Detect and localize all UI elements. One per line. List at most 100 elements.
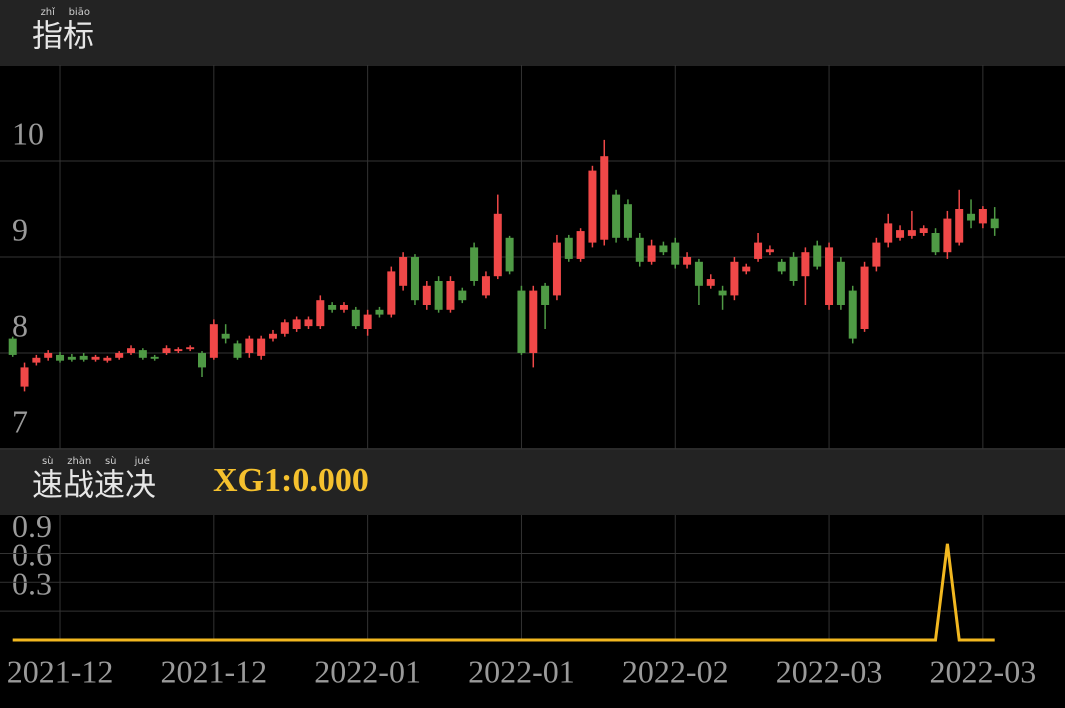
candle-body <box>978 209 987 224</box>
candle-body <box>458 290 467 301</box>
y-tick-label: 0.9 <box>12 508 52 544</box>
candle-body <box>789 257 798 281</box>
candle-body <box>174 349 183 352</box>
y-tick-label: 0.3 <box>12 565 52 601</box>
candle-body <box>777 261 786 272</box>
candle-body <box>316 300 325 327</box>
candle-body <box>375 309 384 315</box>
candle-body <box>20 367 29 387</box>
candle-body <box>351 309 360 327</box>
candle-body <box>860 266 869 329</box>
candle-body <box>955 209 964 243</box>
candle-body <box>801 252 810 277</box>
candle-body <box>422 285 431 305</box>
candle-body <box>56 354 65 361</box>
candle-body <box>612 194 621 238</box>
candle-body <box>931 233 940 253</box>
candle-body <box>718 290 727 296</box>
candle-body <box>221 333 230 339</box>
candle-body <box>79 355 88 360</box>
pinyin: sù <box>42 455 54 467</box>
x-tick-label: 2022-02 <box>622 653 729 689</box>
candle-body <box>896 230 905 238</box>
y-tick-label: 7 <box>12 403 28 439</box>
candle-body <box>825 247 834 305</box>
candle-body <box>470 247 479 281</box>
candle-body <box>765 249 774 253</box>
candle-body <box>623 204 632 238</box>
x-tick-label: 2022-03 <box>930 653 1037 689</box>
panel-title: 指标 <box>32 19 94 55</box>
x-tick-label: 2022-01 <box>314 653 421 689</box>
candle-body <box>659 245 668 253</box>
candle-body <box>387 271 396 315</box>
candle-body <box>872 242 881 267</box>
x-tick-label: 2021-12 <box>161 653 268 689</box>
candle-body <box>257 338 266 356</box>
candle-body <box>529 290 538 353</box>
candle-body <box>505 237 514 272</box>
candle-body <box>683 257 692 265</box>
pinyin: sù <box>105 455 117 467</box>
candle-body <box>339 305 348 310</box>
candle-body <box>706 279 715 286</box>
header <box>0 0 1065 66</box>
candle-body <box>576 231 585 259</box>
candle-body <box>813 245 822 267</box>
candle-body <box>434 281 443 310</box>
candle-body <box>990 218 999 229</box>
candle-body <box>742 266 751 272</box>
candle-body <box>588 170 597 243</box>
pinyin: zhàn <box>67 455 91 467</box>
candle-body <box>115 353 124 358</box>
candle-body <box>233 343 242 358</box>
y-tick-label: 0.6 <box>12 537 52 573</box>
candle-body <box>328 305 337 310</box>
candle-body <box>410 257 419 301</box>
candle-body <box>67 356 76 360</box>
candle-body <box>647 245 656 262</box>
candle-body <box>268 333 277 339</box>
panel-title: 速战速决 <box>32 468 156 504</box>
y-tick-label: 10 <box>12 115 44 151</box>
readout: XG1:0.000 <box>213 462 369 499</box>
candle-body <box>493 213 502 277</box>
candle-body <box>754 242 763 259</box>
candle-body <box>836 261 845 305</box>
candle-body <box>186 347 195 350</box>
candle-body <box>150 356 159 359</box>
candle-body <box>280 322 289 334</box>
pinyin: jué <box>134 455 150 467</box>
x-tick-label: 2022-03 <box>776 653 883 689</box>
candle-body <box>446 281 455 310</box>
candle-body <box>635 237 644 262</box>
candle-body <box>552 242 561 296</box>
candle-body <box>198 353 207 368</box>
candle-body <box>363 314 372 329</box>
candle-body <box>138 350 147 358</box>
candle-body <box>8 338 17 355</box>
candle-body <box>564 237 573 259</box>
pinyin: zhǐ <box>41 6 56 18</box>
candle-body <box>943 218 952 253</box>
candle-body <box>162 348 171 353</box>
candle-body <box>694 261 703 286</box>
candle-body <box>919 228 928 233</box>
candle-body <box>103 357 112 361</box>
candle-body <box>91 356 100 360</box>
y-tick-label: 8 <box>12 307 28 343</box>
candle-body <box>600 156 609 240</box>
pinyin: biāo <box>69 7 90 18</box>
candle-body <box>44 353 53 358</box>
x-tick-label: 2022-01 <box>468 653 575 689</box>
signal-line <box>12 543 995 642</box>
candle-body <box>967 213 976 221</box>
candle-body <box>481 276 490 296</box>
candle-body <box>245 338 254 353</box>
header <box>0 448 1065 515</box>
candle-body <box>304 319 313 327</box>
candle-body <box>884 223 893 243</box>
candle-body <box>292 319 301 329</box>
candle-body <box>32 357 41 363</box>
